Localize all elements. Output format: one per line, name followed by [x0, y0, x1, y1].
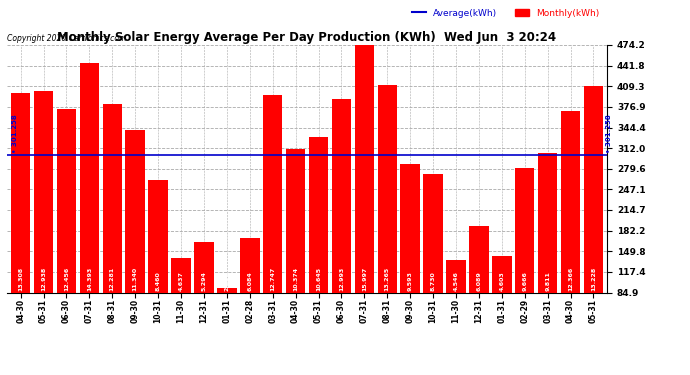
- Text: 6.089: 6.089: [476, 272, 482, 291]
- Text: 2.986: 2.986: [224, 272, 229, 291]
- Text: 11.340: 11.340: [132, 267, 138, 291]
- Text: 14.393: 14.393: [87, 267, 92, 291]
- Bar: [308, 136, 328, 346]
- Text: 9.666: 9.666: [522, 272, 527, 291]
- Bar: [171, 258, 190, 347]
- Text: 12.281: 12.281: [110, 267, 115, 291]
- Bar: [561, 111, 580, 346]
- Title: Monthly Solar Energy Average Per Day Production (KWh)  Wed Jun  3 20:24: Monthly Solar Energy Average Per Day Pro…: [57, 31, 557, 44]
- Text: 12.366: 12.366: [568, 267, 573, 291]
- Text: 12.993: 12.993: [339, 267, 344, 291]
- Bar: [217, 288, 237, 346]
- Bar: [515, 168, 535, 346]
- Text: 13.265: 13.265: [385, 267, 390, 291]
- Bar: [57, 109, 76, 347]
- Text: 4.637: 4.637: [179, 272, 184, 291]
- Bar: [103, 104, 122, 346]
- Bar: [332, 99, 351, 346]
- Bar: [126, 130, 145, 346]
- Text: 15.997: 15.997: [362, 267, 367, 291]
- Bar: [355, 31, 374, 347]
- Text: 8.460: 8.460: [156, 272, 161, 291]
- Text: Copyright 2020 Cartronics.com: Copyright 2020 Cartronics.com: [7, 34, 126, 43]
- Text: • 301.258: • 301.258: [12, 114, 19, 153]
- Bar: [194, 242, 214, 346]
- Bar: [148, 180, 168, 346]
- Bar: [11, 93, 30, 346]
- Bar: [492, 256, 511, 346]
- Bar: [286, 148, 306, 346]
- Bar: [538, 153, 558, 346]
- Bar: [446, 260, 466, 346]
- Text: • 301.258: • 301.258: [606, 114, 612, 153]
- Bar: [263, 95, 282, 346]
- Bar: [424, 174, 443, 346]
- Bar: [584, 86, 603, 346]
- Text: 9.811: 9.811: [545, 272, 550, 291]
- Text: 8.730: 8.730: [431, 272, 435, 291]
- Text: 10.374: 10.374: [293, 267, 298, 291]
- Text: 9.593: 9.593: [408, 272, 413, 291]
- Bar: [400, 164, 420, 346]
- Bar: [469, 226, 489, 346]
- Bar: [240, 238, 259, 346]
- Legend: Average(kWh), Monthly(kWh): Average(kWh), Monthly(kWh): [408, 5, 602, 21]
- Text: 13.228: 13.228: [591, 267, 596, 291]
- Text: 4.546: 4.546: [453, 272, 458, 291]
- Text: 12.747: 12.747: [270, 267, 275, 291]
- Bar: [377, 85, 397, 346]
- Bar: [79, 63, 99, 346]
- Text: 13.308: 13.308: [18, 267, 23, 291]
- Text: 12.938: 12.938: [41, 267, 46, 291]
- Text: 10.645: 10.645: [316, 267, 321, 291]
- Text: 6.084: 6.084: [247, 272, 253, 291]
- Text: 4.603: 4.603: [500, 272, 504, 291]
- Bar: [34, 92, 53, 346]
- Text: 12.456: 12.456: [64, 267, 69, 291]
- Text: 5.294: 5.294: [201, 272, 206, 291]
